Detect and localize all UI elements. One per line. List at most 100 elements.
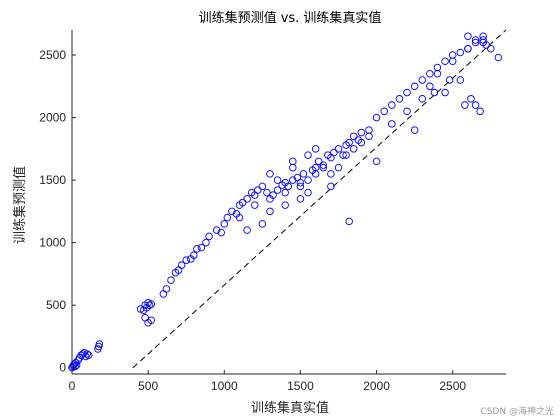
data-point [487,45,495,53]
data-point [464,45,472,53]
data-point [365,132,373,141]
data-point [95,340,104,348]
data-point [250,201,259,209]
data-point [273,186,282,194]
data-point [304,188,312,197]
data-point [273,176,282,184]
data-point [365,126,373,134]
data-point [72,361,81,369]
data-point [205,232,213,241]
data-point [284,182,292,191]
data-point [461,101,469,109]
data-point [357,138,366,147]
data-point [162,285,171,293]
data-point [289,157,297,166]
data-point [388,101,396,109]
data-point [426,82,434,91]
data-point [395,95,404,103]
data-point [69,361,78,369]
data-point [327,182,335,191]
data-point [238,198,247,207]
data-point [311,170,320,178]
data-point [441,88,449,97]
data-point [433,70,442,78]
data-point [296,178,305,187]
data-point [258,220,267,228]
data-point [372,157,381,166]
data-point [266,170,274,178]
reference-line [132,29,507,369]
data-point [464,32,472,41]
data-point [445,76,454,84]
data-point [448,51,457,59]
watermark: CSDN @海神之光 [480,405,554,417]
data-point [403,107,411,116]
data-point [269,191,277,199]
data-point [345,217,353,226]
y-tick-label: 1000 [39,236,66,250]
plot-area: 0 500 1000 1500 2000 2500 0 500 1000 1500 2000 250… [39,29,507,393]
x-tick-label: 500 [138,379,158,393]
data-point [212,226,221,234]
x-tick-label: 2500 [439,379,466,393]
data-point [197,243,206,252]
data-point [159,290,168,298]
x-tick-label: 1500 [287,379,314,393]
data-point [223,213,232,222]
data-point [147,316,155,324]
data-point [334,145,343,153]
data-point [494,53,503,62]
x-tick-label: 0 [69,379,76,393]
data-point [304,151,312,159]
data-point [193,245,201,253]
data-point [167,276,175,284]
data-point [254,186,262,194]
data-point [141,313,149,322]
data-point [243,195,251,203]
data-point [342,151,350,159]
data-point [319,161,328,169]
data-point [299,170,308,178]
data-point [410,126,419,134]
data-point [334,163,343,172]
data-point [217,228,225,237]
data-point [296,195,305,203]
data-point [147,300,155,308]
data-point [349,132,358,141]
data-point [220,220,229,228]
data-point [281,201,289,209]
data-points [68,32,503,372]
y-tick-label: 1500 [39,173,66,187]
chart-title: 训练集预测值 vs. 训练集真实值 [199,10,382,26]
data-point [319,163,328,172]
data-point [471,101,480,109]
data-point [311,145,320,153]
data-point [289,163,297,172]
data-point [482,41,490,49]
data-point [372,113,381,122]
data-point [433,63,442,72]
data-point [349,145,358,153]
y-axis-title: 训练集预测值 [12,166,28,244]
data-point [243,226,251,234]
data-point [471,38,480,47]
data-point [83,350,91,358]
data-point [304,176,312,184]
data-point [314,157,323,166]
data-point [327,170,335,178]
y-tick-label: 2500 [39,48,66,62]
x-ticks: 0 500 1000 1500 2000 2500 [69,370,466,393]
data-point [85,351,93,359]
data-point [357,128,366,137]
data-point [296,182,305,191]
data-point [388,120,396,128]
data-point [182,256,190,264]
data-point [228,207,236,216]
data-point [380,107,388,116]
data-point [258,182,267,191]
data-point [456,76,465,84]
data-point [476,107,484,116]
y-tick-label: 500 [46,298,66,312]
